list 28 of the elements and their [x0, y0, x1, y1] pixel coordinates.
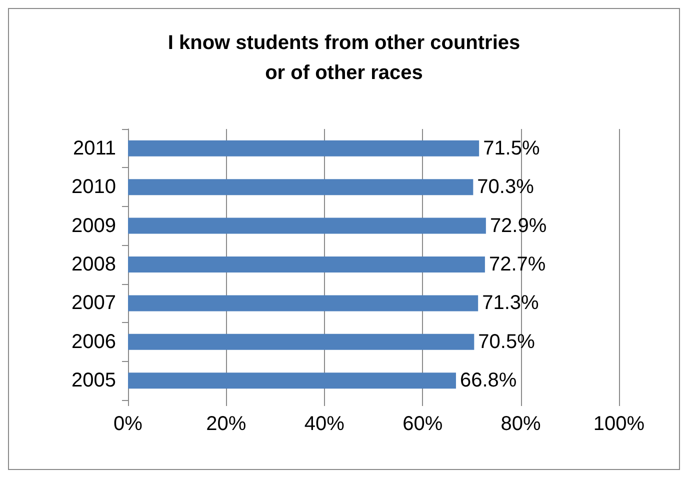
y-tick-label: 2008 — [72, 254, 116, 276]
x-tick-label: 100% — [593, 413, 645, 435]
data-label: 72.9% — [490, 214, 547, 237]
bar — [128, 295, 478, 312]
bar — [128, 372, 456, 389]
data-label: 71.3% — [482, 292, 540, 314]
y-tick-label: 2006 — [72, 330, 116, 353]
x-tick-label: 20% — [206, 413, 246, 435]
x-tick-label: 0% — [114, 413, 143, 435]
data-label: 72.7% — [488, 254, 546, 276]
chart-title: I know students from other countries or of other races — [168, 32, 520, 84]
data-label: 70.5% — [478, 330, 536, 353]
bar — [128, 218, 486, 234]
x-tick-label: 80% — [500, 413, 542, 435]
y-tick-label: 2010 — [72, 176, 116, 198]
data-label: 71.5% — [483, 137, 540, 160]
y-tick-label: 2007 — [72, 292, 116, 314]
x-tick-label: 40% — [304, 413, 345, 435]
bar — [128, 179, 474, 196]
y-tick-label: 2009 — [72, 214, 116, 237]
bar — [128, 334, 474, 350]
data-label: 70.3% — [477, 176, 534, 198]
y-tick-label: 2011 — [72, 137, 116, 160]
y-tick-label: 2005 — [72, 370, 116, 392]
bar — [128, 256, 485, 272]
x-tick-label: 60% — [402, 413, 443, 435]
bar — [128, 140, 480, 156]
data-label: 66.8% — [460, 370, 517, 392]
